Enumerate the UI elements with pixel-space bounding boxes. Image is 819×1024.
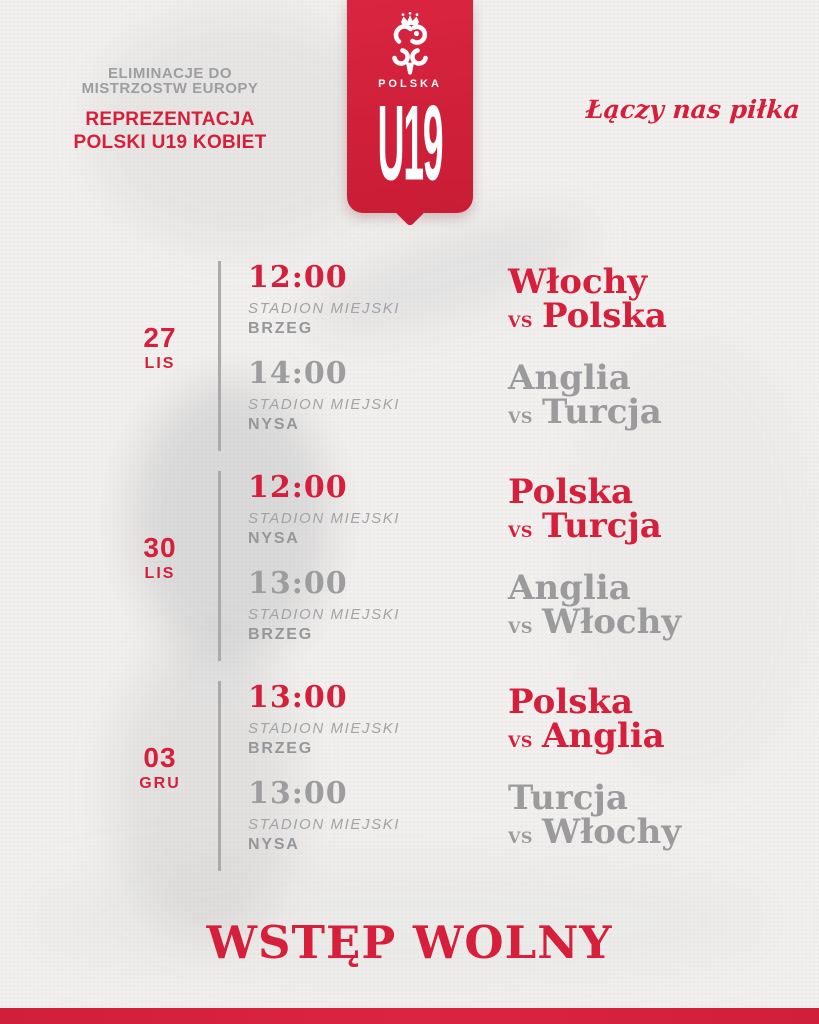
home-team: Polska <box>508 472 633 512</box>
match-list: 12:00 STADION MIEJSKI BRZEG Włochy vs Po… <box>248 256 819 456</box>
venue-name: STADION MIEJSKI <box>248 720 401 737</box>
team-title-line: POLSKI U19 KOBIET <box>73 132 267 153</box>
vs-label: vs <box>508 828 533 847</box>
away-team: Polska <box>541 296 667 336</box>
competition-title: ELIMINACJE DO MISTRZOSTW EUROPY REPREZEN… <box>62 66 278 154</box>
home-team: Anglia <box>508 358 631 398</box>
background-photo-ghost <box>20 860 780 980</box>
home-team: Polska <box>508 682 633 722</box>
venue-city: BRZEG <box>248 626 313 643</box>
background-photo-ghost <box>130 380 330 660</box>
date-day: 03 <box>143 742 177 773</box>
vs-label: vs <box>508 732 533 751</box>
background-photo-ghost <box>110 640 300 940</box>
match-list: 12:00 STADION MIEJSKI NYSA Polska vs Tur… <box>248 466 819 666</box>
match-date: 30 LIS <box>100 534 220 584</box>
home-team: Anglia <box>508 568 631 608</box>
match-row: 13:00 STADION MIEJSKI BRZEG Anglia vs Wł… <box>248 568 819 664</box>
match-row: 14:00 STADION MIEJSKI NYSA Anglia vs Tur… <box>248 358 819 454</box>
u19-ribbon-banner: POLSKA U19 <box>347 0 473 227</box>
match-teams: Włochy vs Polska <box>508 265 667 333</box>
date-month: LIS <box>144 565 176 582</box>
venue-name: STADION MIEJSKI <box>248 606 401 623</box>
venue-city: BRZEG <box>248 320 313 337</box>
vs-label: vs <box>508 522 533 541</box>
venue-city: NYSA <box>248 530 300 547</box>
divider-line <box>218 681 221 871</box>
schedule-group: 03 GRU 13:00 STADION MIEJSKI BRZEG Polsk… <box>0 676 819 876</box>
kickoff-time: 12:00 <box>248 470 348 505</box>
away-team: Włochy <box>541 812 682 852</box>
federation-label: POLSKA <box>378 78 442 90</box>
schedule-group: 27 LIS 12:00 STADION MIEJSKI BRZEG Włoch… <box>0 256 819 456</box>
slogan-text: Łączy nas piłka <box>584 95 801 124</box>
match-teams: Turcja vs Włochy <box>508 781 681 849</box>
match-info: 13:00 STADION MIEJSKI NYSA <box>248 776 819 854</box>
venue-name: STADION MIEJSKI <box>248 510 401 527</box>
away-team: Anglia <box>541 716 665 756</box>
kickoff-time: 13:00 <box>248 776 348 811</box>
match-teams: Anglia vs Turcja <box>508 361 662 429</box>
away-team: Turcja <box>541 392 662 432</box>
kickoff-time: 13:00 <box>248 680 348 715</box>
away-team: Turcja <box>541 506 662 546</box>
schedule-group: 30 LIS 12:00 STADION MIEJSKI NYSA Polska… <box>0 466 819 666</box>
match-teams: Anglia vs Włochy <box>508 571 681 639</box>
vs-label: vs <box>508 312 533 331</box>
free-admission-text: WSTĘP WOLNY <box>206 916 613 969</box>
match-info: 14:00 STADION MIEJSKI NYSA <box>248 356 819 434</box>
kickoff-time: 14:00 <box>248 356 348 391</box>
home-team: Włochy <box>508 262 648 302</box>
competition-line: ELIMINACJE DO <box>107 65 232 82</box>
vs-label: vs <box>508 408 533 427</box>
match-info: 12:00 STADION MIEJSKI NYSA <box>248 470 819 548</box>
background-photo-ghost <box>90 10 390 250</box>
match-info: 12:00 STADION MIEJSKI BRZEG <box>248 260 819 338</box>
vs-label: vs <box>508 618 533 637</box>
match-info: 13:00 STADION MIEJSKI BRZEG <box>248 680 819 758</box>
divider-line <box>218 471 221 661</box>
date-day: 27 <box>143 322 177 353</box>
match-teams: Polska vs Anglia <box>508 685 665 753</box>
match-date: 27 LIS <box>100 324 220 374</box>
date-day: 30 <box>143 532 177 563</box>
venue-city: BRZEG <box>248 740 313 757</box>
date-month: GRU <box>139 775 181 792</box>
venue-city: NYSA <box>248 836 300 853</box>
match-date: 03 GRU <box>100 744 220 794</box>
match-row: 12:00 STADION MIEJSKI BRZEG Włochy vs Po… <box>248 262 819 358</box>
match-teams: Polska vs Turcja <box>508 475 662 543</box>
kickoff-time: 12:00 <box>248 260 348 295</box>
polska-eagle-icon <box>392 12 428 75</box>
venue-name: STADION MIEJSKI <box>248 816 401 833</box>
team-title-line: REPREZENTACJA <box>85 109 255 130</box>
match-info: 13:00 STADION MIEJSKI BRZEG <box>248 566 819 644</box>
kickoff-time: 13:00 <box>248 566 348 601</box>
date-month: LIS <box>144 355 176 372</box>
match-row: 13:00 STADION MIEJSKI BRZEG Polska vs An… <box>248 682 819 778</box>
competition-line: MISTRZOSTW EUROPY <box>81 80 259 97</box>
background-photo-ghost <box>560 330 819 790</box>
venue-name: STADION MIEJSKI <box>248 300 401 317</box>
away-team: Włochy <box>541 602 682 642</box>
match-row: 13:00 STADION MIEJSKI NYSA Turcja vs Wło… <box>248 778 819 874</box>
venue-city: NYSA <box>248 416 300 433</box>
bottom-stripe <box>0 1008 819 1024</box>
venue-name: STADION MIEJSKI <box>248 396 401 413</box>
match-row: 12:00 STADION MIEJSKI NYSA Polska vs Tur… <box>248 472 819 568</box>
home-team: Turcja <box>508 778 628 818</box>
divider-line <box>218 261 221 451</box>
age-category-label: U19 <box>377 84 444 204</box>
match-list: 13:00 STADION MIEJSKI BRZEG Polska vs An… <box>248 676 819 876</box>
